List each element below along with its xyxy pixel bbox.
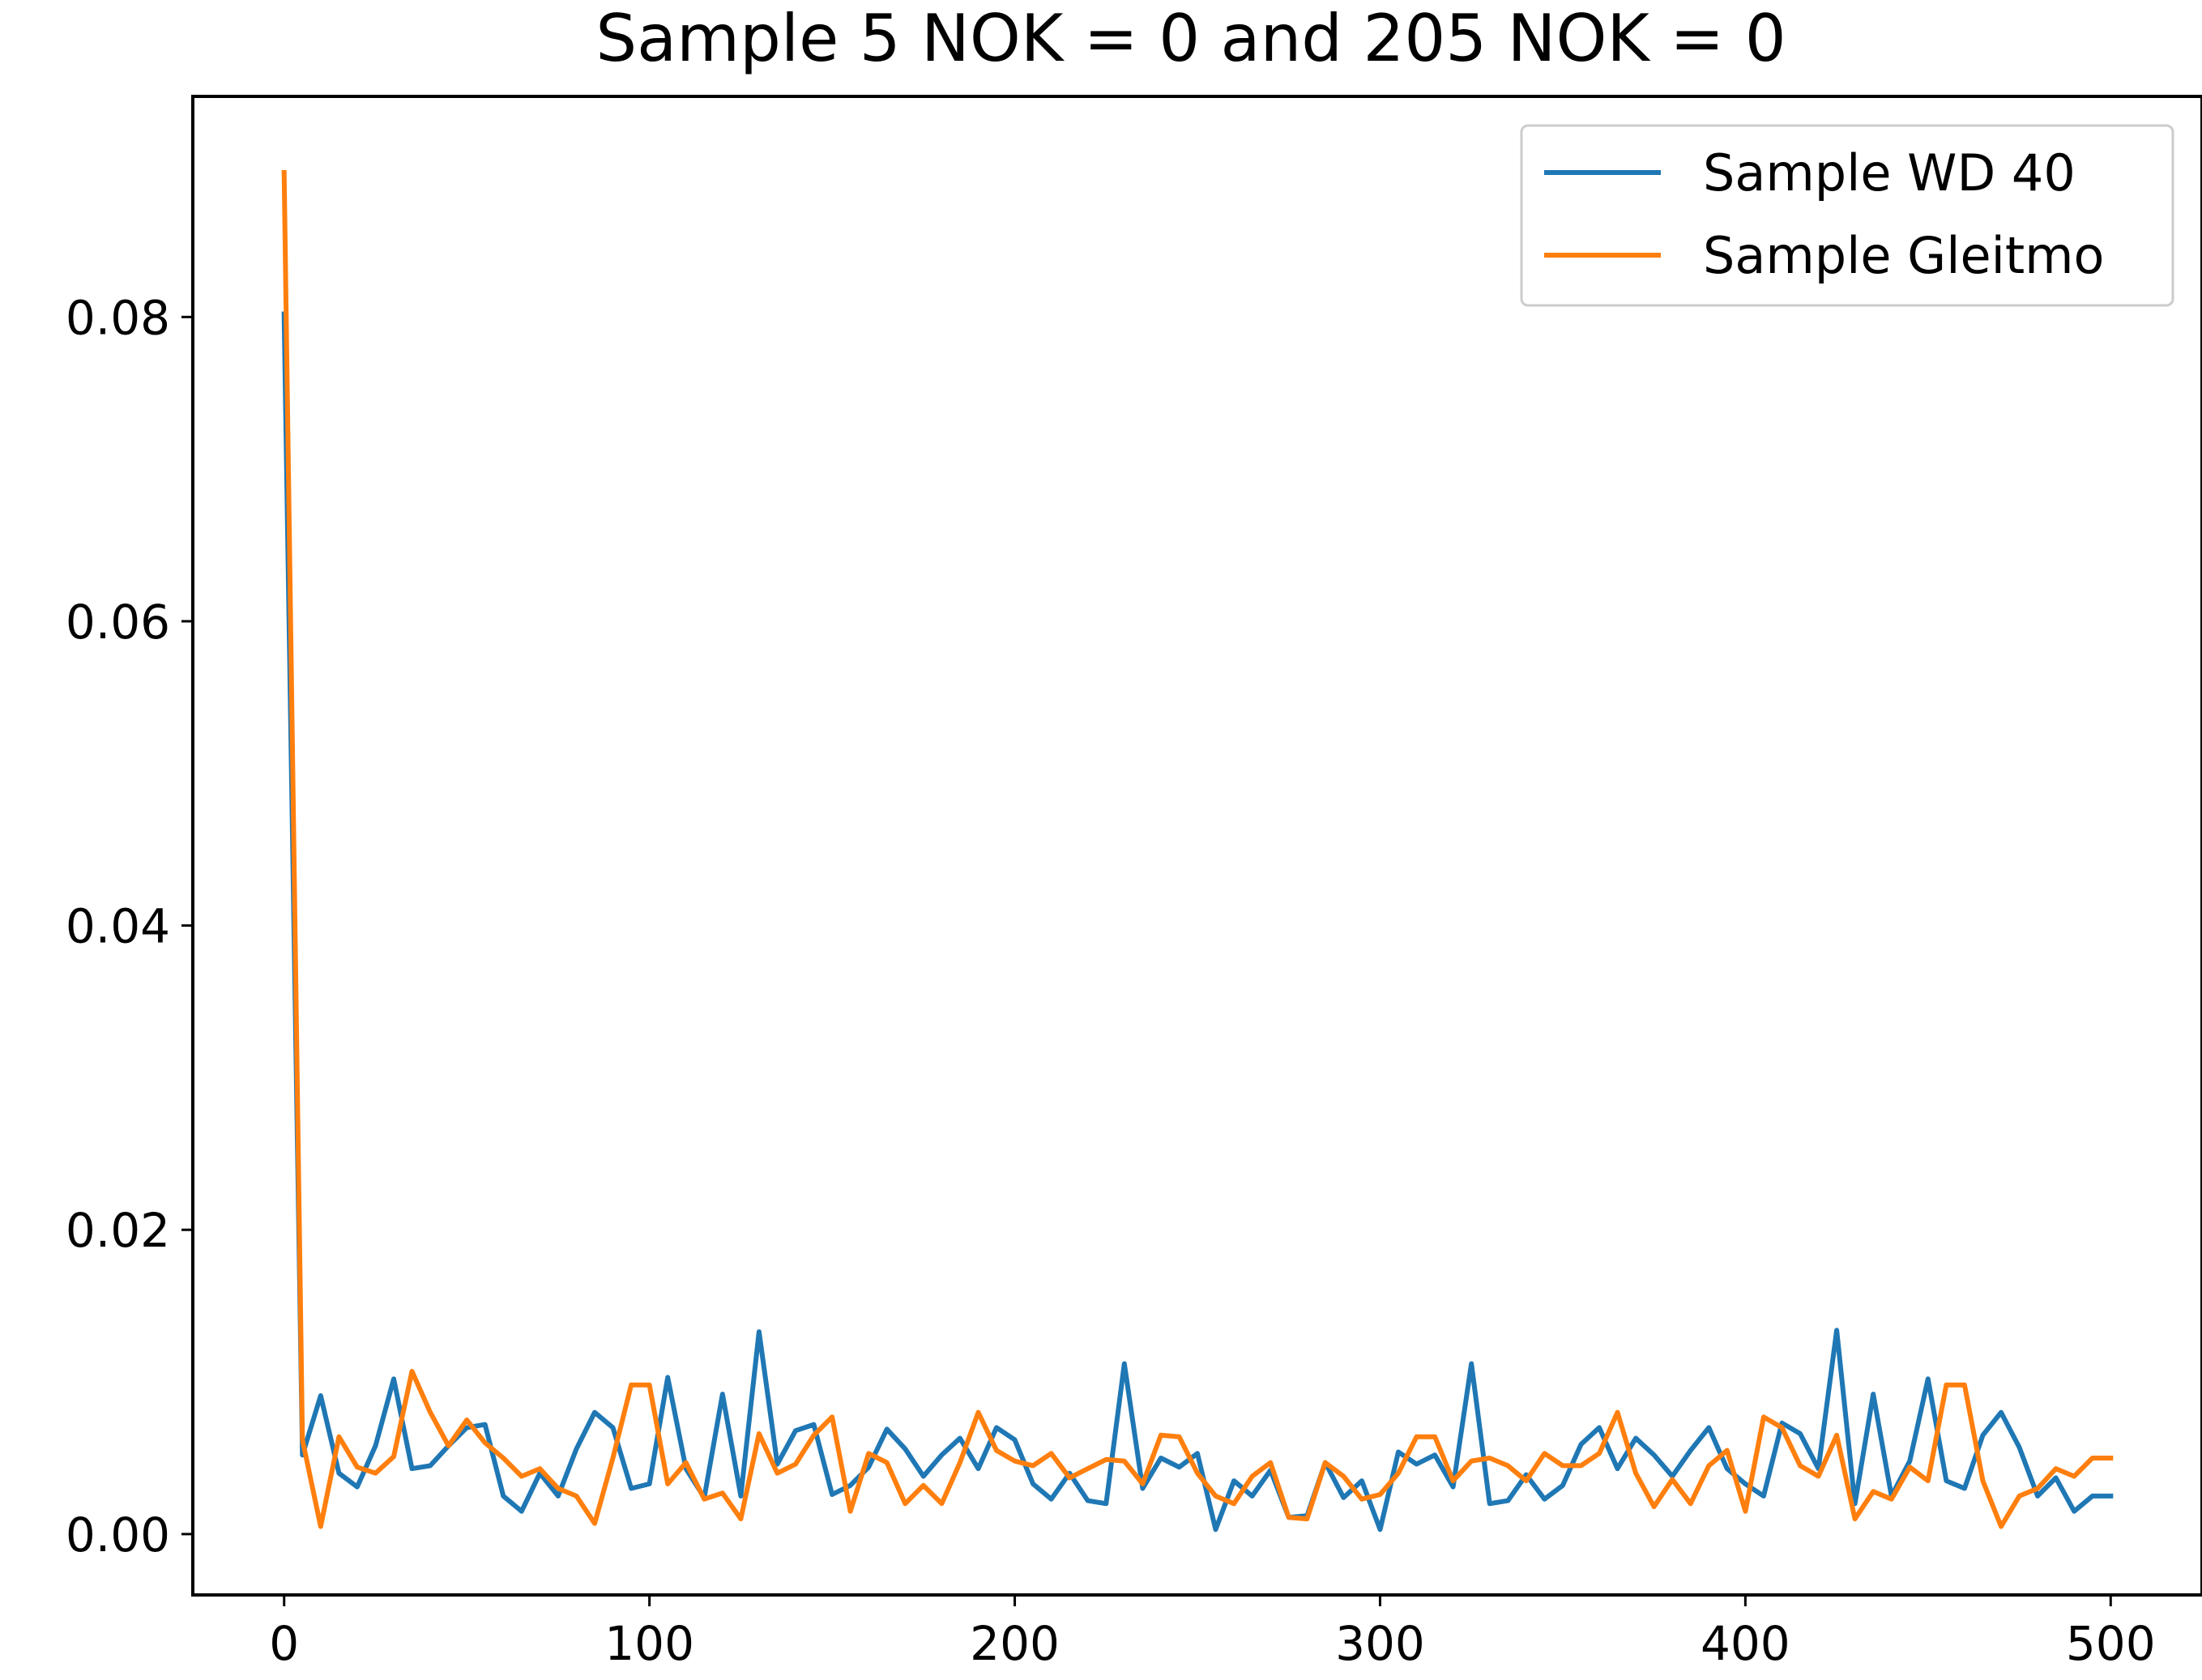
- x-tick-label: 200: [970, 1616, 1060, 1671]
- x-tick-label: 500: [2066, 1616, 2156, 1671]
- legend-box: [1520, 124, 2174, 307]
- x-tick-label: 0: [269, 1616, 299, 1671]
- x-axis: 0 100 200 300 400 500: [269, 1595, 2156, 1671]
- y-tick-label: 0.06: [66, 595, 170, 650]
- series-line-2: [281, 169, 2114, 1529]
- y-tick-label: 0.08: [66, 290, 170, 345]
- x-tick-label: 300: [1335, 1616, 1425, 1671]
- legend-label: Sample Gleitmo: [1703, 226, 2104, 285]
- chart-title: Sample 5 NOK = 0 and 205 NOK = 0: [595, 1, 1786, 76]
- x-tick-label: 100: [604, 1616, 694, 1671]
- y-axis: 0.00 0.02 0.04 0.06 0.08: [66, 290, 193, 1563]
- legend-label: Sample WD 40: [1703, 143, 2076, 203]
- y-tick-label: 0.04: [66, 899, 170, 954]
- y-tick-label: 0.02: [66, 1203, 170, 1258]
- x-tick-label: 400: [1701, 1616, 1790, 1671]
- series-line-1: [281, 311, 2114, 1533]
- legend: Sample WD 40 Sample Gleitmo: [1520, 124, 2174, 307]
- y-tick-label: 0.00: [66, 1507, 170, 1563]
- plot-frame: [191, 95, 2202, 1597]
- series-layer: [281, 169, 2114, 1533]
